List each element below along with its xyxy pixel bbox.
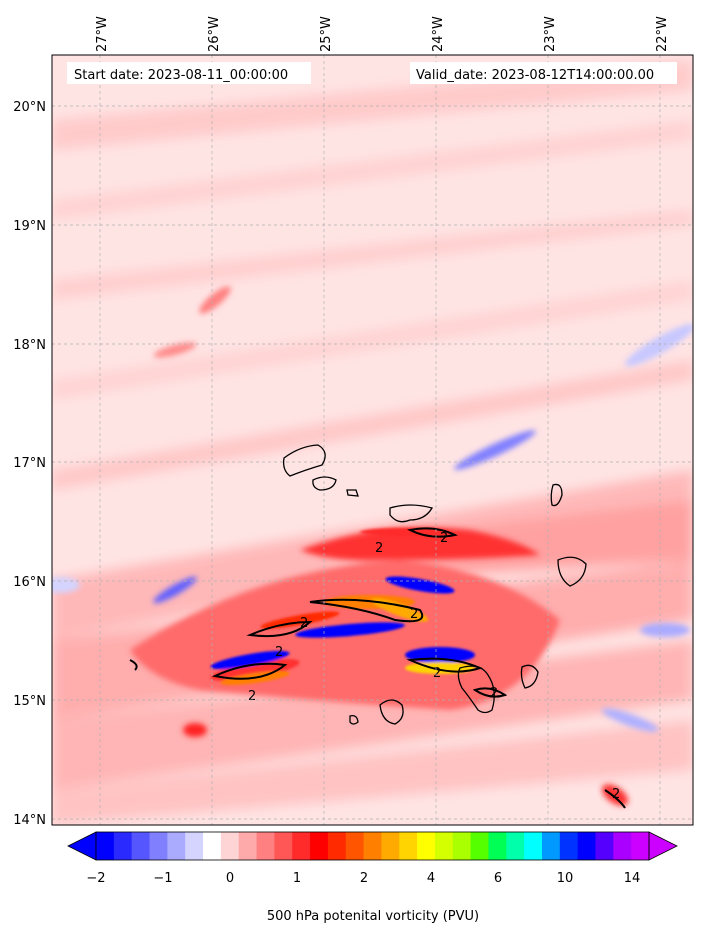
colorbar-cell xyxy=(434,832,454,860)
colorbar-tick: 1 xyxy=(293,871,301,886)
colorbar-tick: −2 xyxy=(86,871,105,886)
island-brava xyxy=(349,714,359,725)
colorbar-tick: 14 xyxy=(624,871,641,886)
island-santo-antao xyxy=(282,444,326,477)
lon-label: 23°W xyxy=(543,16,558,52)
island-sao-nicolau xyxy=(389,504,433,523)
colorbar-cell xyxy=(524,832,543,860)
island-maio xyxy=(520,664,539,689)
start-date-box xyxy=(67,62,311,84)
colorbar-cell xyxy=(185,832,204,860)
colorbar-cell xyxy=(292,832,311,860)
colorbar-cell xyxy=(310,832,329,860)
colorbar-label: 500 hPa potenital vorticity (PVU) xyxy=(267,909,479,924)
colorbar-tick: 10 xyxy=(557,871,574,886)
colorbar-cell xyxy=(381,832,400,860)
colorbar-cell xyxy=(488,832,507,860)
colorbar-cell xyxy=(577,832,596,860)
contour-label: 2 xyxy=(433,666,441,681)
colorbar-cell xyxy=(238,832,258,860)
colorbar-cell xyxy=(96,832,115,860)
lat-label: 16°N xyxy=(13,575,46,590)
lat-label: 15°N xyxy=(13,694,46,709)
lat-label: 14°N xyxy=(13,813,46,828)
colorbar-cell xyxy=(631,832,650,860)
island-sao-vicente xyxy=(312,476,337,491)
colorbar-cell xyxy=(203,832,222,860)
colorbar-cell xyxy=(506,832,525,860)
colorbar-cell xyxy=(613,832,632,860)
graticule xyxy=(52,55,693,825)
colorbar-cell xyxy=(274,832,293,860)
colorbar-cell xyxy=(327,832,347,860)
contour-label: 2 xyxy=(248,689,256,704)
lon-label: 22°W xyxy=(655,16,670,52)
colorbar-cell xyxy=(345,832,365,860)
colorbar-tick: 0 xyxy=(226,871,234,886)
island-boa-vista xyxy=(557,556,587,587)
colorbar-extend-high xyxy=(648,831,678,861)
lat-label: 17°N xyxy=(13,456,46,471)
contour-label: 2 xyxy=(410,607,418,622)
colorbar-cell xyxy=(149,832,168,860)
colorbar-cell xyxy=(220,832,240,860)
colorbar-tick: −1 xyxy=(153,871,172,886)
contour-label: 2 xyxy=(375,541,383,556)
lat-label: 19°N xyxy=(13,219,46,234)
latitude-labels: 20°N 19°N 18°N 17°N 16°N 15°N 14°N xyxy=(13,100,46,828)
colorbar-ticks: −2 −1 0 1 2 4 6 10 14 xyxy=(86,871,640,886)
colorbar-cell xyxy=(256,832,275,860)
lat-label: 18°N xyxy=(13,338,46,353)
valid-date-box xyxy=(410,62,677,84)
colorbar-extend-low xyxy=(67,831,97,861)
contour-label: 2 xyxy=(440,531,448,546)
pv-field: 2 2 2 2 2 2 2 2 2 xyxy=(52,55,693,825)
colorbar-cell xyxy=(452,832,472,860)
start-date-text: Start date: 2023-08-11_00:00:00 xyxy=(74,68,288,83)
contour-label: 2 xyxy=(612,787,620,802)
island-fogo xyxy=(379,699,404,725)
valid-date-text: Valid_date: 2023-08-12T14:00:00.00 xyxy=(416,68,654,83)
colorbar-tick: 6 xyxy=(494,871,502,886)
lon-label: 27°W xyxy=(95,16,110,52)
map-frame xyxy=(51,54,694,826)
colorbar-cell xyxy=(470,832,489,860)
colorbar-tick: 2 xyxy=(360,871,368,886)
colorbar: −2 −1 0 1 2 4 6 10 14 500 hPa potenital … xyxy=(67,831,678,924)
colorbar-cell xyxy=(113,832,133,860)
colorbar-cell xyxy=(399,832,418,860)
island-santa-luzia xyxy=(346,489,359,497)
colorbar-cell xyxy=(595,832,614,860)
contour-label: 2 xyxy=(300,616,308,631)
lon-label: 24°W xyxy=(431,16,446,52)
contour-label: 2 xyxy=(275,645,283,660)
colorbar-cell xyxy=(541,832,561,860)
colorbar-cell xyxy=(559,832,579,860)
colorbar-cell xyxy=(131,832,151,860)
lat-label: 20°N xyxy=(13,100,46,115)
colorbar-cell xyxy=(417,832,436,860)
colorbar-tick: 4 xyxy=(427,871,435,886)
colorbar-cell xyxy=(363,832,382,860)
island-santiago xyxy=(457,665,495,714)
colorbar-cell xyxy=(167,832,186,860)
longitude-labels: 27°W 26°W 25°W 24°W 23°W 22°W xyxy=(95,16,670,52)
island-coastlines xyxy=(282,444,587,725)
colorbar-cells xyxy=(96,832,650,860)
lon-label: 26°W xyxy=(207,16,222,52)
island-sal xyxy=(550,483,563,507)
lon-label: 25°W xyxy=(319,16,334,52)
